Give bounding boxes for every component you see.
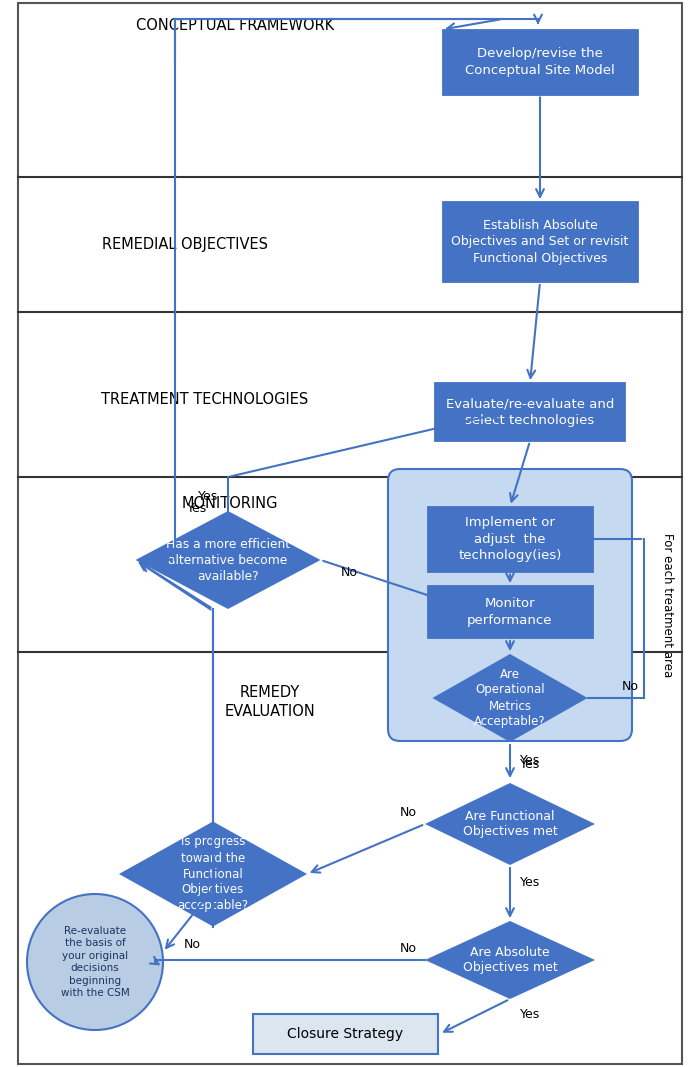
Text: Yes: Yes xyxy=(197,490,218,503)
Text: No: No xyxy=(400,806,417,818)
Text: Implement or
adjust  the
technology(ies): Implement or adjust the technology(ies) xyxy=(458,516,561,562)
Polygon shape xyxy=(425,783,595,865)
Polygon shape xyxy=(136,511,321,609)
Text: Closure Strategy: Closure Strategy xyxy=(287,1028,403,1041)
Text: MONITORING: MONITORING xyxy=(182,496,279,511)
Text: Evaluate/re-evaluate and
select technologies: Evaluate/re-evaluate and select technolo… xyxy=(446,397,614,427)
Text: Yes: Yes xyxy=(520,759,540,771)
FancyBboxPatch shape xyxy=(388,469,632,740)
Text: No: No xyxy=(400,941,417,955)
Text: REMEDIAL OBJECTIVES: REMEDIAL OBJECTIVES xyxy=(102,237,268,252)
Text: Is progress
toward the
Functional
Objectives
acceptable?: Is progress toward the Functional Object… xyxy=(177,835,248,912)
Text: Yes: Yes xyxy=(520,753,540,766)
Text: Establish Absolute
Objectives and Set or revisit
Functional Objectives: Establish Absolute Objectives and Set or… xyxy=(452,219,629,265)
FancyBboxPatch shape xyxy=(435,383,625,441)
Text: REMEDY
EVALUATION: REMEDY EVALUATION xyxy=(225,685,316,719)
Circle shape xyxy=(27,894,163,1030)
FancyBboxPatch shape xyxy=(442,202,638,282)
FancyBboxPatch shape xyxy=(428,586,592,638)
Text: Yes: Yes xyxy=(520,1008,540,1021)
Text: Has a more efficient
alternative become
available?: Has a more efficient alternative become … xyxy=(166,538,290,583)
Text: Are Absolute
Objectives met: Are Absolute Objectives met xyxy=(463,945,557,974)
Polygon shape xyxy=(433,654,587,742)
Text: Are Functional
Objectives met: Are Functional Objectives met xyxy=(463,810,557,839)
Text: No: No xyxy=(622,680,639,692)
Text: Yes: Yes xyxy=(187,501,207,514)
FancyBboxPatch shape xyxy=(253,1014,438,1054)
Polygon shape xyxy=(425,921,595,999)
Text: No: No xyxy=(340,566,358,578)
Text: TREATMENT TECHNOLOGIES: TREATMENT TECHNOLOGIES xyxy=(102,392,309,407)
Text: No: No xyxy=(184,938,201,951)
Text: For each treatment area: For each treatment area xyxy=(661,532,673,678)
Text: Re-evaluate
the basis of
your original
decisions
beginning
with the CSM: Re-evaluate the basis of your original d… xyxy=(61,926,130,998)
Text: Yes: Yes xyxy=(520,876,540,890)
FancyBboxPatch shape xyxy=(428,507,592,572)
FancyBboxPatch shape xyxy=(442,30,638,95)
Text: Develop/revise the
Conceptual Site Model: Develop/revise the Conceptual Site Model xyxy=(465,47,615,77)
Text: Are
Operational
Metrics
Acceptable?: Are Operational Metrics Acceptable? xyxy=(474,668,546,729)
Text: Monitor
performance: Monitor performance xyxy=(468,598,553,626)
Text: CONCEPTUAL FRAMEWORK: CONCEPTUAL FRAMEWORK xyxy=(136,17,334,32)
Polygon shape xyxy=(119,822,307,926)
